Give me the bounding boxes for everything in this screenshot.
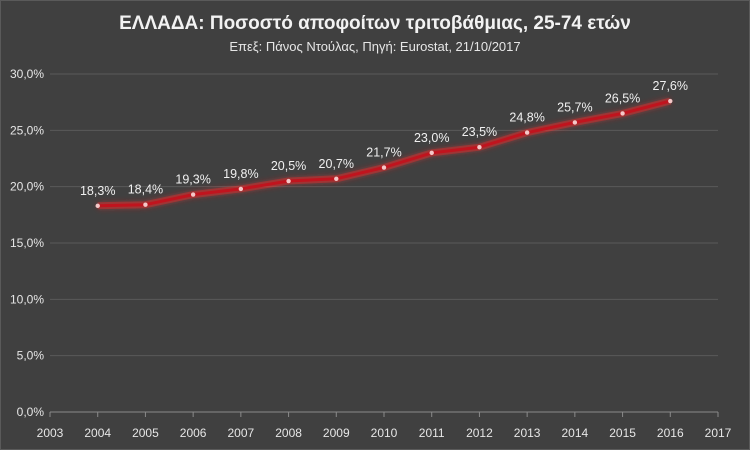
x-tick-label: 2009 — [323, 426, 350, 440]
data-point — [477, 145, 482, 150]
axes: 0,0% 5,0% 10,0% 15,0% 20,0% 25,0% 30,0% 2003 200… — [10, 67, 732, 440]
chart-subtitle: Επεξ: Πάνος Ντούλας, Πηγή: Eurostat, 21/… — [229, 39, 521, 54]
data-point — [238, 186, 244, 192]
x-tick-label: 2016 — [657, 426, 684, 440]
data-label: 25,7% — [557, 100, 592, 114]
data-label: 27,6% — [653, 79, 688, 93]
data-label: 21,7% — [366, 146, 401, 160]
y-tick-label: 15,0% — [10, 236, 44, 250]
data-label: 18,4% — [128, 183, 163, 197]
gridlines — [50, 73, 718, 413]
data-point — [620, 111, 625, 116]
x-tick-label: 2004 — [84, 426, 111, 440]
data-point — [572, 120, 578, 125]
data-label: 23,5% — [462, 125, 497, 139]
x-tick-label: 2013 — [514, 426, 541, 440]
data-label: 23,0% — [414, 131, 449, 145]
data-label: 19,8% — [223, 167, 258, 181]
y-tick-label: 30,0% — [10, 67, 44, 81]
x-tick-label: 2006 — [180, 426, 207, 440]
x-tick-label: 2011 — [419, 426, 445, 440]
y-tick-label: 0,0% — [17, 405, 45, 419]
x-tick-label: 2007 — [228, 426, 255, 440]
x-tick-label: 2005 — [132, 426, 159, 440]
y-tick-label: 20,0% — [10, 180, 44, 194]
data-label: 26,5% — [605, 91, 640, 105]
y-tick-label: 5,0% — [17, 349, 45, 363]
data-point — [668, 98, 673, 104]
data-point — [524, 130, 530, 135]
x-tick-label: 2012 — [466, 426, 493, 440]
x-tick-label: 2017 — [705, 426, 732, 440]
data-label: 24,8% — [509, 111, 544, 125]
chart-title: ΕΛΛΑΔΑ: Ποσοστό αποφοίτων τριτοβάθμιας, … — [119, 13, 631, 34]
data-point — [95, 203, 100, 209]
y-tick-label: 10,0% — [10, 292, 44, 306]
series-tertiary-graduates — [95, 97, 673, 210]
data-label: 20,7% — [319, 157, 354, 171]
x-tick-label: 2015 — [609, 426, 636, 440]
data-point — [190, 192, 196, 197]
y-tick-label: 25,0% — [10, 123, 44, 137]
x-tick-label: 2014 — [562, 426, 589, 440]
data-label: 20,5% — [271, 159, 306, 173]
data-point — [334, 176, 339, 181]
data-point — [381, 165, 387, 170]
x-tick-label: 2008 — [275, 426, 302, 440]
data-point — [286, 178, 291, 184]
x-tick-label: 2010 — [371, 426, 398, 440]
data-label: 19,3% — [175, 173, 210, 187]
data-label: 18,3% — [80, 184, 115, 198]
data-labels: 18,3% 18,4% 19,3% 19,8% 20,5% 20,7% 21,7% 23,0%… — [80, 79, 688, 198]
data-point — [429, 150, 434, 156]
data-point — [143, 202, 148, 207]
x-tick-label: 2003 — [37, 426, 64, 440]
